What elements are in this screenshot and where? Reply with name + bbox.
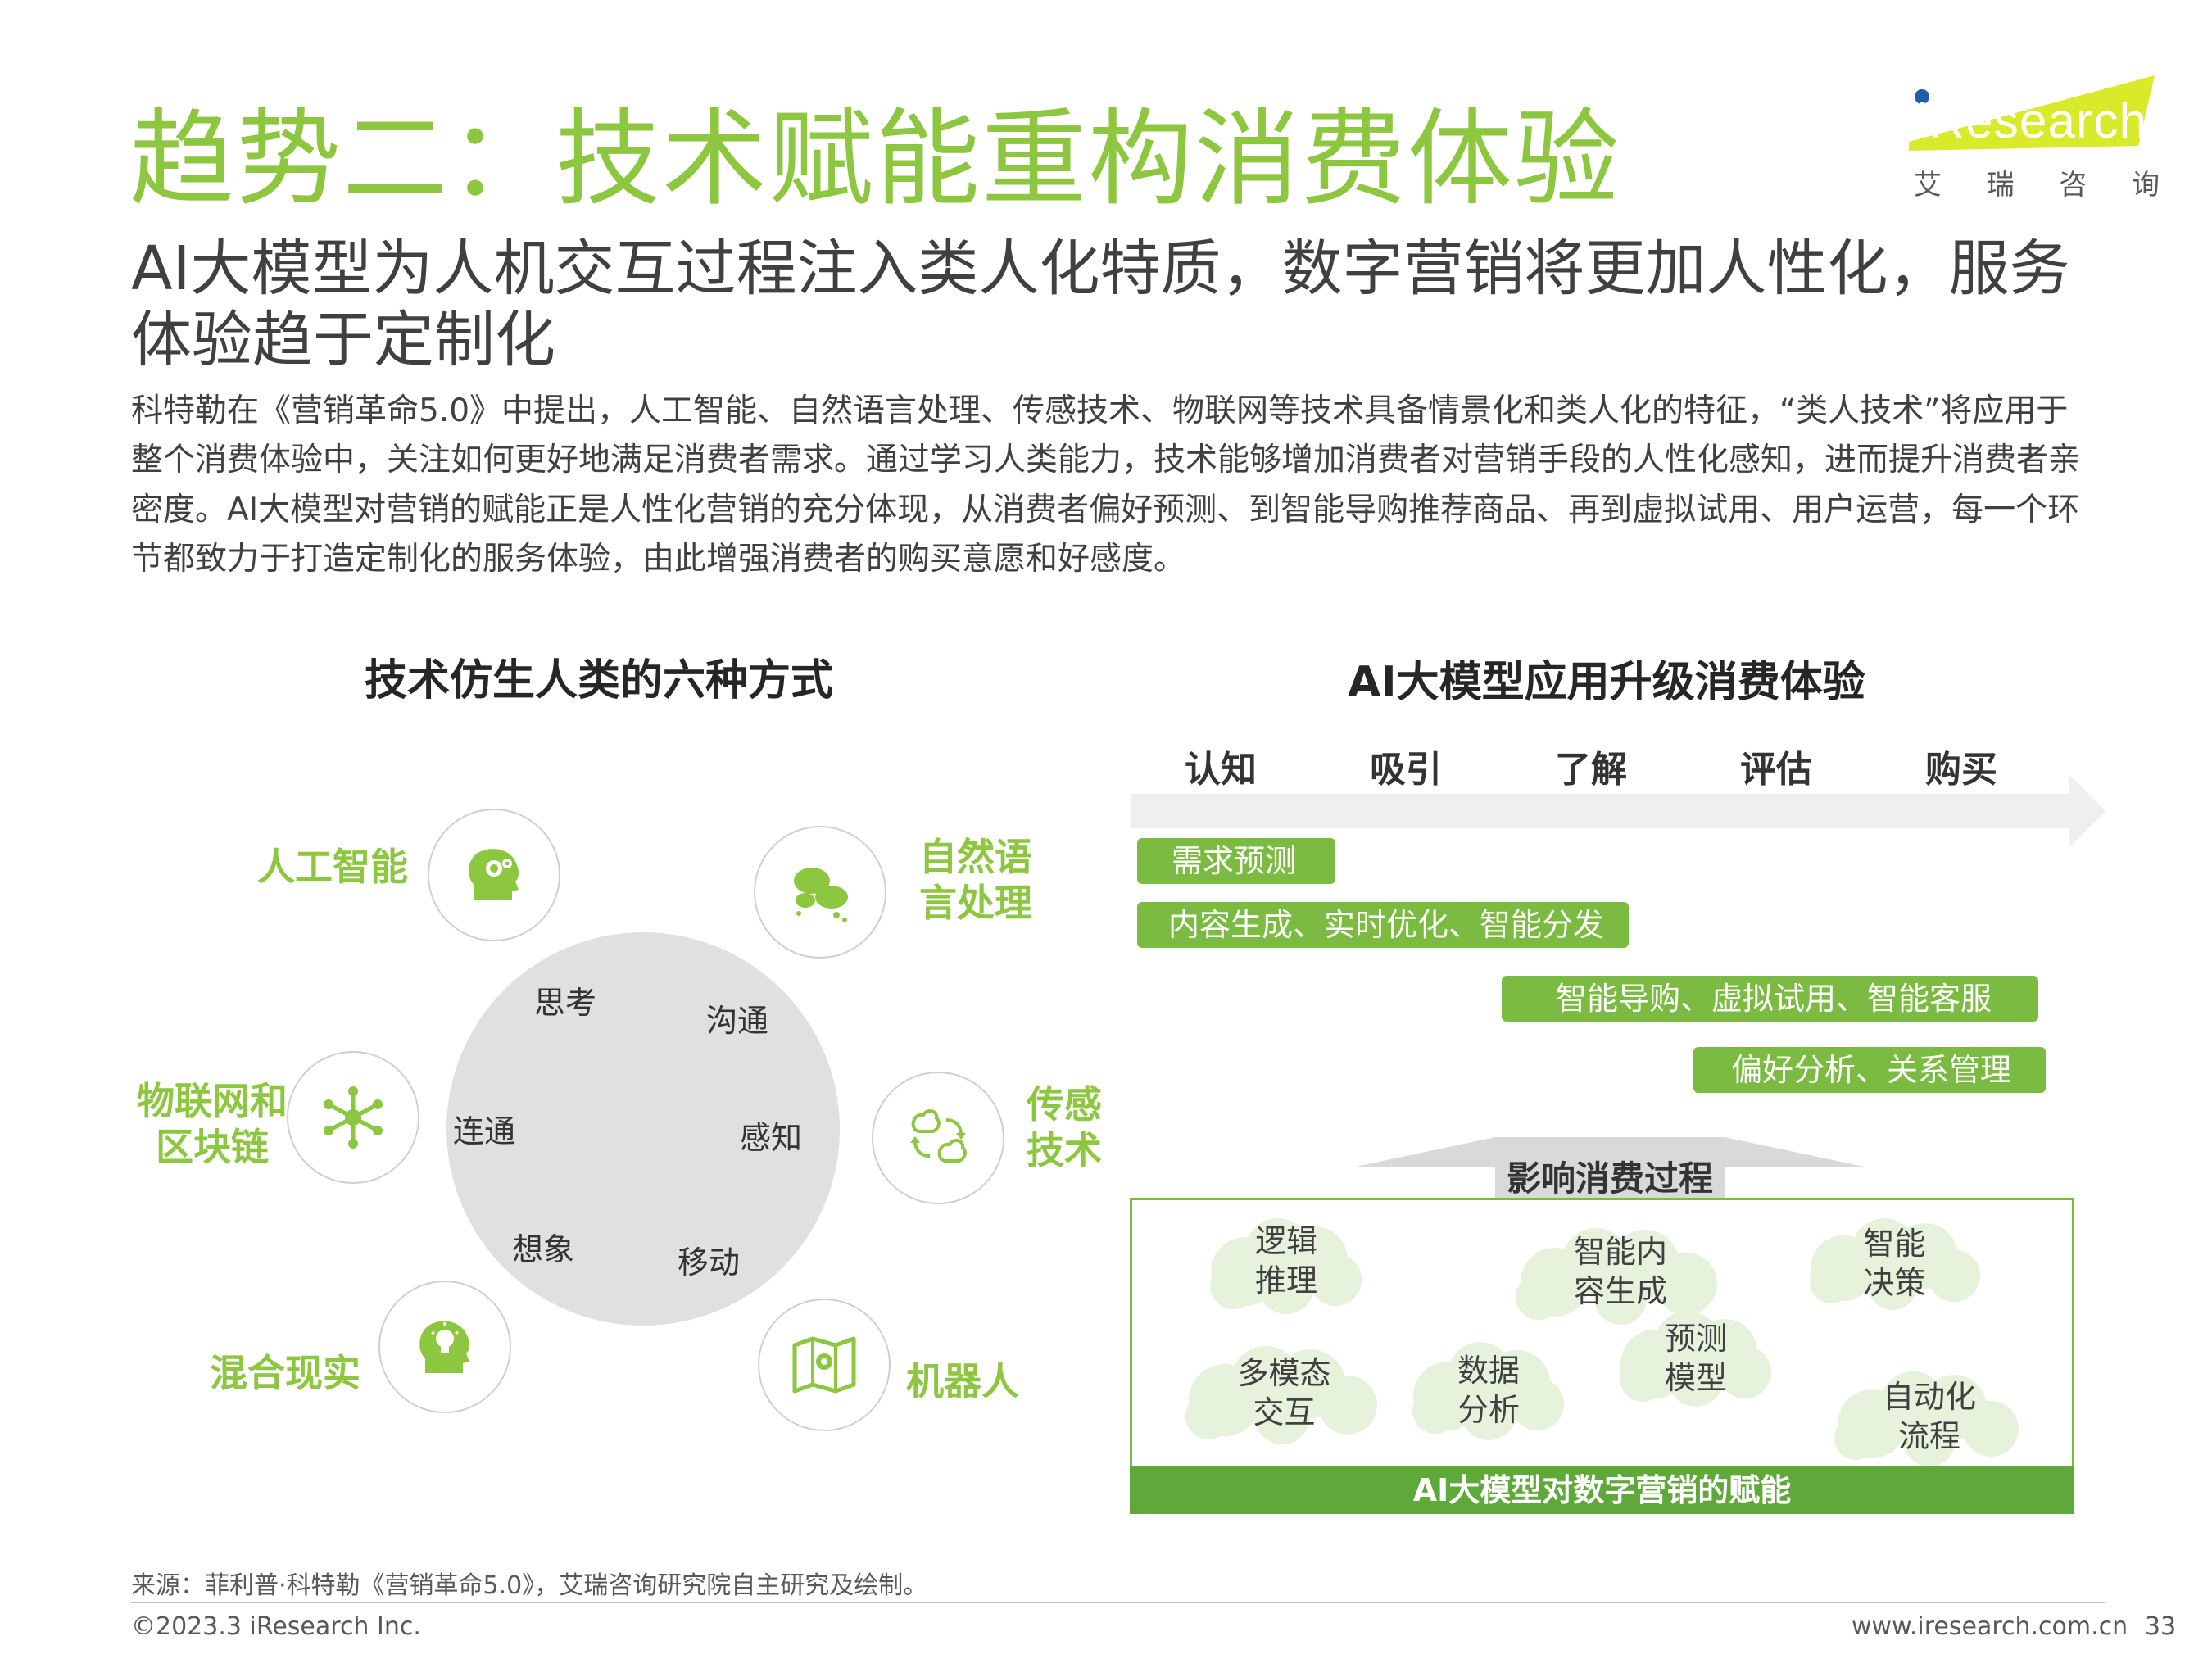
stage-evaluate: 评估 <box>1740 749 1812 791</box>
sensor-label: 传感技术 <box>1027 1082 1102 1173</box>
stage-ask: 了解 <box>1555 749 1627 791</box>
cloud-smart-decision: 智能 决策 <box>1798 1215 1991 1313</box>
sensor-cycle-icon <box>910 1109 967 1163</box>
stage-purchase: 购买 <box>1925 749 1997 791</box>
cloud-content-generation: 智能内 容生成 <box>1506 1223 1735 1326</box>
sensor-node <box>872 1072 1004 1204</box>
center-word-sense: 感知 <box>740 1120 803 1156</box>
robot-label: 机器人 <box>906 1359 1019 1403</box>
center-word-communicate: 沟通 <box>706 1003 769 1039</box>
bar-preference-analysis: 偏好分析、关系管理 <box>1693 1047 2046 1093</box>
footer-divider <box>131 1602 2105 1603</box>
left-panel-title: 技术仿生人类的六种方式 <box>365 656 834 705</box>
nlp-node <box>754 826 886 959</box>
center-word-imagine: 想象 <box>512 1231 575 1267</box>
cloud-shape <box>1810 1218 1980 1310</box>
source-note: 来源：菲利普·科特勒《营销革命5.0》，艾瑞咨询研究院自主研究及绘制。 <box>131 1571 928 1600</box>
stage-appeal: 吸引 <box>1370 749 1442 791</box>
capability-caption: AI大模型对数字营销的赋能 <box>1130 1466 2074 1514</box>
speech-clouds-icon <box>794 868 848 922</box>
nlp-label: 自然语言处理 <box>919 835 1032 926</box>
center-word-connect: 连通 <box>453 1113 516 1149</box>
page-title: 趋势二：技术赋能重构消费体验 <box>129 98 1621 220</box>
bar-demand-forecast: 需求预测 <box>1137 838 1335 884</box>
cloud-automation: 自动化 流程 <box>1823 1367 2036 1469</box>
stage-awareness: 认知 <box>1185 749 1257 791</box>
map-robot-icon <box>792 1336 856 1394</box>
cloud-shape <box>1412 1342 1564 1440</box>
mr-label: 混合现实 <box>210 1351 360 1395</box>
iresearch-logo-mark: iResearch <box>1909 75 2155 151</box>
iresearch-logo: iResearch 艾 瑞 咨 询 <box>1909 72 2163 211</box>
center-word-move: 移动 <box>678 1244 741 1281</box>
svg-text:iResearch: iResearch <box>1917 93 2146 148</box>
bar-smart-shopping: 智能导购、虚拟试用、智能客服 <box>1502 976 2038 1022</box>
page-number: 33 <box>2145 1612 2177 1641</box>
mr-node <box>378 1281 511 1413</box>
influence-arrow <box>1356 1137 1864 1199</box>
cloud-shape <box>1185 1346 1377 1444</box>
page-subtitle: AI大模型为人机交互过程注入类人化特质，数字营销将更加人性化，服务体验趋于定制化 <box>131 233 2070 375</box>
journey-arrow <box>1131 774 2105 848</box>
cloud-prediction-model: 预测 模型 <box>1610 1307 1782 1409</box>
ai-node <box>428 809 560 941</box>
cloud-shape <box>1620 1311 1771 1407</box>
head-bulb-icon <box>419 1321 470 1373</box>
center-word-think: 思考 <box>534 985 597 1021</box>
cloud-shape <box>1210 1218 1362 1314</box>
cloud-data-analysis: 数据 分析 <box>1403 1337 1575 1444</box>
cloud-shape <box>1834 1371 2019 1466</box>
intro-paragraph: 科特勒在《营销革命5.0》中提出，人工智能、自然语言处理、传感技术、物联网等技术… <box>131 392 2081 578</box>
iot-node <box>287 1051 419 1184</box>
iot-label: 物联网和区块链 <box>137 1079 288 1170</box>
cloud-multimodal: 多模态 交互 <box>1176 1341 1393 1448</box>
cloud-shape <box>1516 1228 1717 1325</box>
influence-label: 影响消费过程 <box>1506 1158 1713 1199</box>
brain-gear-icon <box>469 849 519 900</box>
network-hub-icon <box>324 1086 383 1149</box>
ai-label: 人工智能 <box>257 845 408 889</box>
robot-node <box>758 1299 891 1431</box>
right-panel-title: AI大模型应用升级消费体验 <box>1348 658 1865 707</box>
bar-content-generation: 内容生成、实时优化、智能分发 <box>1137 902 1629 948</box>
website-link[interactable]: www.iresearch.com.cn <box>1852 1612 2128 1641</box>
copyright: ©2023.3 iResearch Inc. <box>131 1612 421 1641</box>
center-circle <box>446 932 840 1326</box>
logo-subtitle: 艾 瑞 咨 询 <box>1914 169 2160 202</box>
cloud-logic-reasoning: 逻辑 推理 <box>1200 1214 1372 1317</box>
